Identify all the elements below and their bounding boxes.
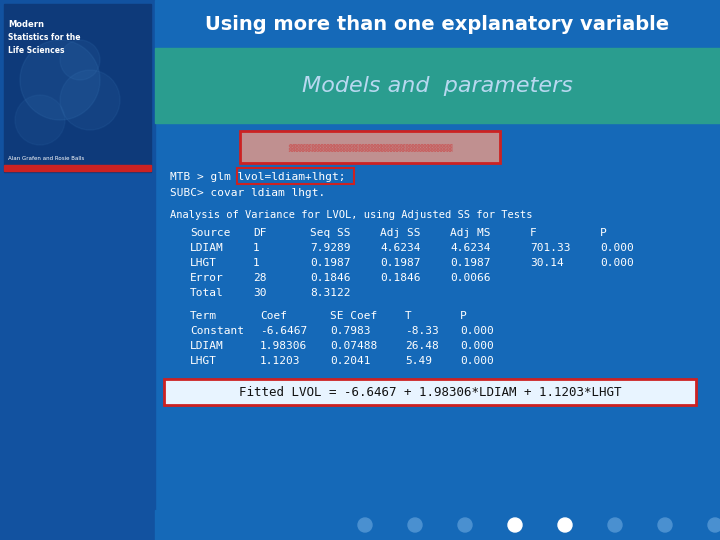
Text: LHGT: LHGT xyxy=(190,356,217,366)
Text: 0.000: 0.000 xyxy=(460,356,494,366)
Text: -6.6467: -6.6467 xyxy=(260,326,307,336)
Text: Life Sciences: Life Sciences xyxy=(8,46,65,55)
Text: Using more than one explanatory variable: Using more than one explanatory variable xyxy=(205,15,670,33)
Bar xyxy=(155,0,720,48)
Circle shape xyxy=(60,40,100,80)
Text: Source: Source xyxy=(190,228,230,238)
FancyBboxPatch shape xyxy=(237,168,354,184)
Text: P: P xyxy=(600,228,607,238)
Text: 1: 1 xyxy=(253,243,260,253)
Bar xyxy=(0,0,155,540)
Circle shape xyxy=(15,95,65,145)
Text: F: F xyxy=(530,228,536,238)
Circle shape xyxy=(508,518,522,532)
Text: 0.000: 0.000 xyxy=(600,243,634,253)
Text: Constant: Constant xyxy=(190,326,244,336)
Text: 0.7983: 0.7983 xyxy=(330,326,371,336)
Text: 5.49: 5.49 xyxy=(405,356,432,366)
Text: Statistics for the: Statistics for the xyxy=(8,33,81,42)
Text: Seq SS: Seq SS xyxy=(310,228,351,238)
Text: 0.1987: 0.1987 xyxy=(450,258,490,268)
Circle shape xyxy=(408,518,422,532)
Text: Alan Grafen and Rosie Balls: Alan Grafen and Rosie Balls xyxy=(8,156,84,161)
Bar xyxy=(4,4,151,172)
Text: P: P xyxy=(460,311,467,321)
Text: T: T xyxy=(405,311,412,321)
Circle shape xyxy=(708,518,720,532)
Text: 26.48: 26.48 xyxy=(405,341,438,351)
Text: 0.2041: 0.2041 xyxy=(330,356,371,366)
Text: 0.000: 0.000 xyxy=(460,326,494,336)
Text: 0.1846: 0.1846 xyxy=(380,273,420,283)
Text: LHGT: LHGT xyxy=(190,258,217,268)
Text: Coef: Coef xyxy=(260,311,287,321)
Circle shape xyxy=(60,70,120,130)
Circle shape xyxy=(20,40,100,120)
Bar xyxy=(4,165,151,171)
Text: 4.6234: 4.6234 xyxy=(380,243,420,253)
Text: MTB > glm lvol=ldiam+lhgt;: MTB > glm lvol=ldiam+lhgt; xyxy=(170,172,346,182)
Text: 0.000: 0.000 xyxy=(600,258,634,268)
Circle shape xyxy=(358,518,372,532)
FancyBboxPatch shape xyxy=(240,131,500,163)
Text: 0.000: 0.000 xyxy=(460,341,494,351)
Circle shape xyxy=(608,518,622,532)
Text: DF: DF xyxy=(253,228,266,238)
Text: 1: 1 xyxy=(253,258,260,268)
Text: ▓▓▓▓▓▓▓▓▓▓▓▓▓▓▓▓▓▓▓▓▓▓▓▓▓▓▓▓: ▓▓▓▓▓▓▓▓▓▓▓▓▓▓▓▓▓▓▓▓▓▓▓▓▓▓▓▓ xyxy=(288,143,452,152)
Text: LDIAM: LDIAM xyxy=(190,243,224,253)
Text: 0.0066: 0.0066 xyxy=(450,273,490,283)
Text: 4.6234: 4.6234 xyxy=(450,243,490,253)
Circle shape xyxy=(458,518,472,532)
Text: 1.98306: 1.98306 xyxy=(260,341,307,351)
FancyBboxPatch shape xyxy=(164,379,696,405)
Text: Error: Error xyxy=(190,273,224,283)
Text: -8.33: -8.33 xyxy=(405,326,438,336)
Text: 701.33: 701.33 xyxy=(530,243,570,253)
Text: 0.1987: 0.1987 xyxy=(310,258,351,268)
Text: 0.1987: 0.1987 xyxy=(380,258,420,268)
Text: 0.1846: 0.1846 xyxy=(310,273,351,283)
Text: 1.1203: 1.1203 xyxy=(260,356,300,366)
Text: Analysis of Variance for LVOL, using Adjusted SS for Tests: Analysis of Variance for LVOL, using Adj… xyxy=(170,210,533,220)
Text: Adj MS: Adj MS xyxy=(450,228,490,238)
Bar xyxy=(155,48,720,123)
Text: 0.07488: 0.07488 xyxy=(330,341,377,351)
Text: 30: 30 xyxy=(253,288,266,298)
Text: 28: 28 xyxy=(253,273,266,283)
Text: Fitted LVOL = -6.6467 + 1.98306*LDIAM + 1.1203*LHGT: Fitted LVOL = -6.6467 + 1.98306*LDIAM + … xyxy=(239,386,621,399)
Text: LDIAM: LDIAM xyxy=(190,341,224,351)
Text: Total: Total xyxy=(190,288,224,298)
Text: SE Coef: SE Coef xyxy=(330,311,377,321)
Text: Term: Term xyxy=(190,311,217,321)
Text: Adj SS: Adj SS xyxy=(380,228,420,238)
Circle shape xyxy=(558,518,572,532)
Text: SUBC> covar ldiam lhgt.: SUBC> covar ldiam lhgt. xyxy=(170,188,325,198)
Bar xyxy=(155,510,720,540)
Text: Modern: Modern xyxy=(8,20,44,29)
Circle shape xyxy=(658,518,672,532)
Text: 8.3122: 8.3122 xyxy=(310,288,351,298)
Text: 7.9289: 7.9289 xyxy=(310,243,351,253)
Text: Models and  parameters: Models and parameters xyxy=(302,76,573,96)
Text: 30.14: 30.14 xyxy=(530,258,564,268)
